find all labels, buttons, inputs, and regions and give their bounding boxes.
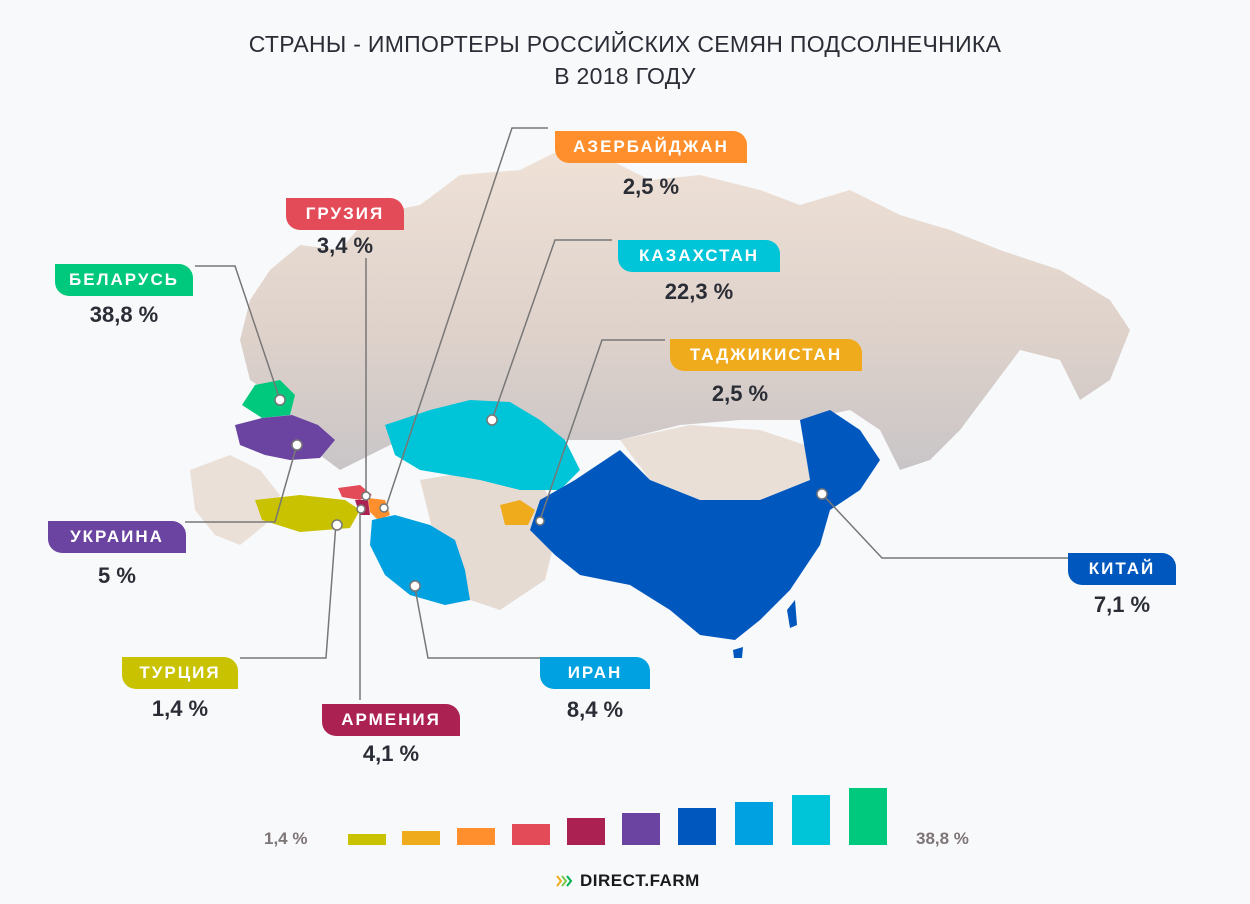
tajikistan-leader: [539, 339, 665, 521]
tajikistan-label: ТАДЖИКИСТАН: [670, 339, 862, 371]
azerbaijan-leader: [384, 127, 548, 511]
china-value: 7,1 %: [1093, 592, 1151, 617]
georgia-label: ГРУЗИЯ: [286, 198, 404, 230]
legend-bar-7: [678, 808, 716, 845]
taiwan-region: [787, 600, 797, 628]
ukraine-value: 5 %: [98, 563, 136, 588]
armenia-value: 4,1 %: [362, 741, 420, 766]
iran-label: ИРАН: [540, 657, 650, 689]
legend-bar-10: [849, 788, 887, 845]
belarus-region: [242, 380, 295, 418]
legend-max-label: 38,8 %: [916, 829, 969, 848]
page-title: СТРАНЫ - ИМПОРТЕРЫ РОССИЙСКИХ СЕМЯН ПОДС…: [0, 28, 1250, 92]
turkey-marker: [331, 519, 343, 531]
hainan-region: [733, 647, 743, 658]
iran-leader: [414, 587, 540, 659]
china-region: [530, 410, 880, 640]
title-line-2: В 2018 ГОДУ: [554, 63, 696, 89]
legend-bar-2: [402, 831, 440, 845]
turkey-value: 1,4 %: [151, 696, 209, 721]
armenia-label: АРМЕНИЯ: [322, 704, 460, 736]
kazakhstan-label: КАЗАХСТАН: [618, 240, 780, 272]
iran-marker: [409, 580, 421, 592]
belarus-marker: [274, 394, 286, 406]
azerbaijan-label: АЗЕРБАЙДЖАН: [555, 131, 747, 163]
brand-logo: DIRECT.FARM: [556, 871, 700, 891]
ukraine-label: УКРАИНА: [48, 521, 186, 553]
turkey-leader: [240, 522, 337, 659]
kazakhstan-value: 22,3 %: [664, 279, 734, 304]
turkey-label: ТУРЦИЯ: [122, 657, 238, 689]
brand-name: DIRECT.FARM: [580, 871, 700, 890]
tajikistan-region: [500, 500, 535, 525]
legend-bar-3: [457, 828, 495, 845]
marker-dots: [274, 394, 828, 592]
iran-value: 8,4 %: [566, 697, 624, 722]
tajikistan-marker: [535, 516, 545, 526]
china-leader: [821, 493, 1068, 559]
legend-bar-5: [567, 818, 605, 845]
belarus-leader: [195, 265, 281, 401]
azerbaijan-value: 2,5 %: [622, 174, 680, 199]
chevrons-icon: [556, 875, 572, 887]
legend-min-label: 1,4 %: [264, 829, 308, 848]
legend-bar-8: [735, 802, 773, 845]
belarus-value: 38,8 %: [89, 302, 159, 327]
mongolia: [620, 425, 820, 500]
ukraine-region: [235, 415, 335, 460]
legend-bar-1: [348, 834, 386, 845]
russia-landmass: [240, 150, 1130, 470]
turkey-region: [255, 495, 360, 532]
legend-bar-6: [622, 813, 660, 845]
tajikistan-value: 2,5 %: [711, 381, 769, 406]
leader-lines: [185, 127, 1068, 700]
kazakhstan-leader: [491, 239, 612, 421]
kazakhstan-region: [385, 400, 580, 490]
ukraine-leader: [185, 447, 297, 523]
armenia-marker: [356, 504, 366, 514]
georgia-value: 3,4 %: [316, 233, 374, 258]
georgia-marker: [361, 491, 371, 501]
ukraine-marker: [291, 439, 303, 451]
belarus-label: БЕЛАРУСЬ: [55, 264, 193, 296]
kazakhstan-marker: [486, 414, 498, 426]
legend-bar-4: [512, 824, 550, 845]
iran-region: [370, 515, 470, 605]
azerbaijan-marker: [379, 503, 389, 513]
legend-bar-9: [792, 795, 830, 845]
china-label: КИТАЙ: [1068, 553, 1176, 585]
china-marker: [816, 488, 828, 500]
title-line-1: СТРАНЫ - ИМПОРТЕРЫ РОССИЙСКИХ СЕМЯН ПОДС…: [248, 31, 1002, 57]
